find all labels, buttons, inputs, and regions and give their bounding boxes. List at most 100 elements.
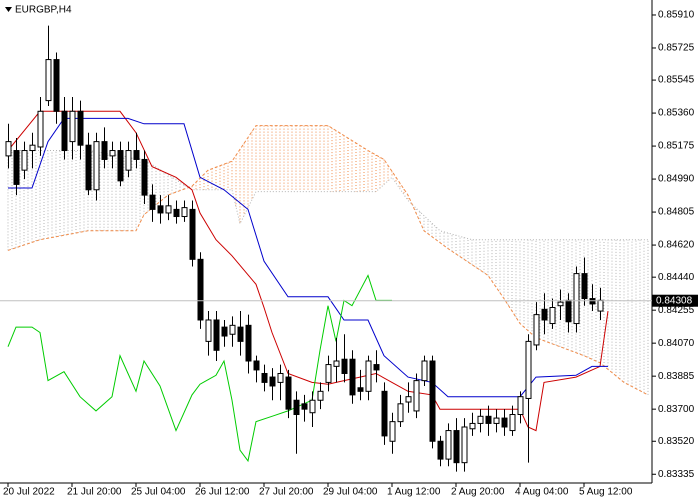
- candle-body: [45, 59, 52, 102]
- candle-body: [205, 319, 212, 342]
- candle-body: [133, 150, 140, 160]
- candle-body: [229, 324, 236, 335]
- candle-body: [381, 390, 388, 437]
- y-tick-label: 0.84440: [658, 272, 695, 283]
- candle-body: [13, 150, 20, 185]
- candle-body: [413, 380, 420, 412]
- candle-body: [125, 150, 132, 171]
- candle-body: [349, 358, 356, 396]
- candle-body: [589, 298, 596, 305]
- y-tick-label: 0.85545: [658, 75, 695, 86]
- candle-body: [221, 326, 228, 337]
- x-tick-label: 2 Aug 20:00: [451, 487, 505, 498]
- current-price-label: 0.84308: [656, 295, 693, 306]
- candle-body: [549, 306, 556, 325]
- candle-body: [509, 414, 516, 432]
- y-tick-label: 0.84990: [658, 174, 695, 185]
- candle-body: [453, 430, 460, 464]
- candle-body: [389, 421, 396, 442]
- candle-body: [85, 144, 92, 191]
- y-tick-label: 0.84805: [658, 207, 695, 218]
- y-tick-label: 0.85175: [658, 141, 695, 152]
- candle-body: [109, 150, 116, 157]
- candle-body: [541, 308, 548, 321]
- candle-body: [333, 360, 340, 367]
- current-price-box: [652, 294, 698, 307]
- candle-body: [557, 301, 564, 307]
- candle-body: [325, 364, 332, 383]
- candle-body: [173, 208, 180, 218]
- candle-body: [261, 372, 268, 383]
- candle-body: [149, 194, 156, 210]
- candle-body: [117, 150, 124, 182]
- candle-body: [501, 417, 508, 428]
- candle-body: [21, 150, 28, 171]
- x-tick-label: 4 Aug 04:00: [515, 487, 569, 498]
- candle-body: [189, 208, 196, 260]
- candle-body: [309, 399, 316, 414]
- y-tick-label: 0.84070: [658, 338, 695, 349]
- candle-body: [341, 358, 348, 374]
- candle-body: [285, 376, 292, 410]
- y-tick-label: 0.85910: [658, 10, 695, 21]
- candle-body: [429, 360, 436, 442]
- candle-body: [181, 207, 188, 218]
- candle-body: [517, 396, 524, 416]
- candle-body: [253, 360, 260, 371]
- candle-body: [581, 273, 588, 300]
- candle-body: [277, 372, 284, 383]
- candle-body: [237, 326, 244, 342]
- candle-body: [373, 364, 380, 371]
- candle-body: [597, 299, 604, 312]
- y-tick-label: 0.83520: [658, 436, 695, 447]
- candle-body: [157, 205, 164, 214]
- x-tick-label: 20 Jul 2022: [3, 487, 55, 498]
- x-tick-label: 5 Aug 12:00: [579, 487, 633, 498]
- candle-body: [317, 390, 324, 401]
- x-tick-label: 26 Jul 12:00: [195, 487, 250, 498]
- candle-body: [573, 273, 580, 325]
- candle-body: [269, 376, 276, 387]
- candle-body: [37, 110, 44, 148]
- candle-body: [357, 387, 364, 392]
- candle-body: [245, 324, 252, 362]
- candle-body: [29, 144, 36, 152]
- candle-body: [365, 360, 372, 392]
- candle-body: [93, 141, 100, 191]
- candle-body: [493, 417, 500, 424]
- candle-body: [421, 360, 428, 382]
- chart-title: EURGBP,H4: [15, 5, 72, 16]
- candles: [5, 25, 604, 472]
- y-tick-label: 0.85725: [658, 43, 695, 54]
- candle-body: [469, 422, 476, 430]
- candle-body: [445, 430, 452, 460]
- candle-body: [525, 340, 532, 399]
- y-tick-label: 0.84620: [658, 240, 695, 251]
- candle-body: [565, 299, 572, 323]
- candle-body: [77, 110, 84, 146]
- indicator-line: [7, 274, 392, 463]
- candle-body: [5, 141, 12, 157]
- x-tick-label: 25 Jul 04:00: [131, 487, 186, 498]
- candle-body: [485, 415, 492, 424]
- candle-body: [197, 258, 204, 321]
- candle-body: [101, 141, 108, 160]
- candle-body: [301, 403, 308, 410]
- y-tick-label: 0.84255: [658, 305, 695, 316]
- candle-body: [461, 426, 468, 464]
- candle-body: [141, 158, 148, 196]
- candle-body: [165, 205, 172, 214]
- x-tick-label: 29 Jul 04:00: [323, 487, 378, 498]
- candle-body: [477, 415, 484, 424]
- symbol-menu-arrow: [5, 7, 12, 12]
- y-tick-label: 0.85360: [658, 108, 695, 119]
- y-tick-label: 0.83335: [658, 469, 695, 480]
- x-tick-label: 27 Jul 20:00: [259, 487, 314, 498]
- indicator-line: [8, 117, 608, 398]
- candle-body: [61, 110, 68, 152]
- candle-body: [397, 403, 404, 423]
- y-tick-label: 0.83700: [658, 404, 695, 415]
- candle-body: [405, 396, 412, 403]
- candle-body: [437, 440, 444, 460]
